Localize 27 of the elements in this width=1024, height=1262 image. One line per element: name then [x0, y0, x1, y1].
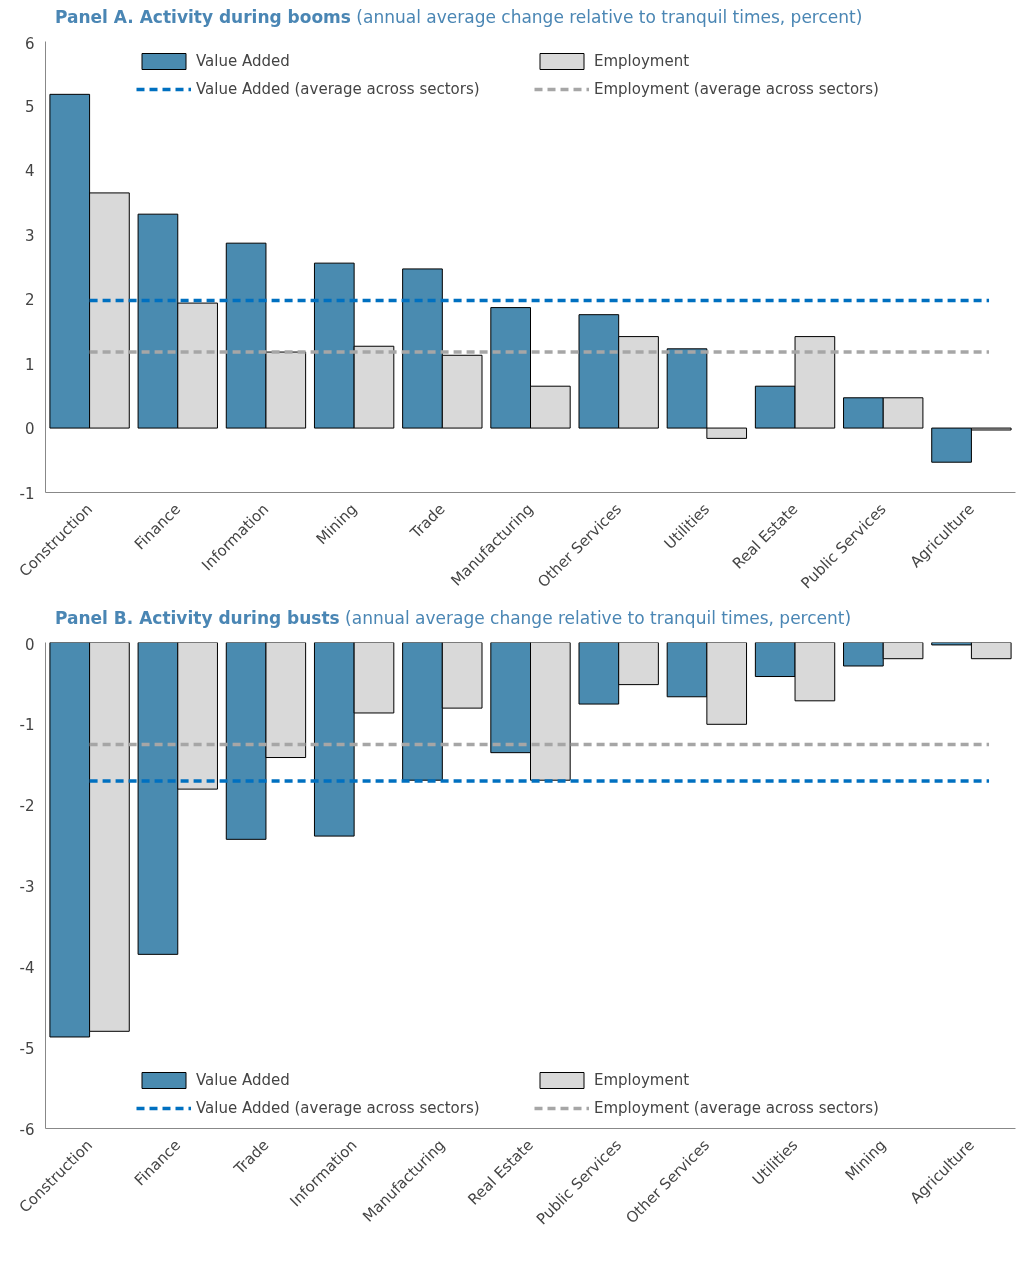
- y-tick-label: -2: [19, 796, 35, 815]
- y-tick-label: 6: [24, 34, 35, 53]
- legend-label: Employment (average across sectors): [594, 1099, 880, 1117]
- legend-label: Value Added: [196, 52, 291, 70]
- y-tick-label: 1: [24, 355, 35, 374]
- y-tick-label: 4: [24, 162, 35, 181]
- legend-label: Value Added (average across sectors): [196, 1099, 481, 1117]
- chart-title: Panel A. Activity during booms: [55, 7, 351, 27]
- y-tick-label: -5: [19, 1039, 35, 1058]
- legend-label: Employment (average across sectors): [594, 80, 880, 98]
- chart-subtitle: (annual average change relative to tranquil times, percent): [345, 608, 852, 628]
- y-tick-label: 2: [24, 291, 35, 310]
- y-tick-label: -3: [19, 877, 35, 896]
- legend-label: Value Added (average across sectors): [196, 80, 481, 98]
- legend-label: Value Added: [196, 1071, 291, 1089]
- legend-label: Employment: [594, 1071, 691, 1089]
- y-tick-label: 0: [24, 420, 35, 439]
- chart-subtitle: (annual average change relative to tranquil times, percent): [356, 7, 863, 27]
- y-tick-label: 5: [24, 97, 35, 116]
- y-tick-label: -1: [19, 715, 35, 734]
- y-tick-label: -1: [19, 484, 35, 503]
- y-tick-label: -4: [19, 958, 35, 977]
- y-tick-label: -6: [19, 1120, 35, 1139]
- y-tick-label: 0: [24, 635, 35, 654]
- legend-label: Employment: [594, 52, 691, 70]
- chart-title: Panel B. Activity during busts: [55, 608, 340, 628]
- y-tick-label: 3: [24, 226, 35, 245]
